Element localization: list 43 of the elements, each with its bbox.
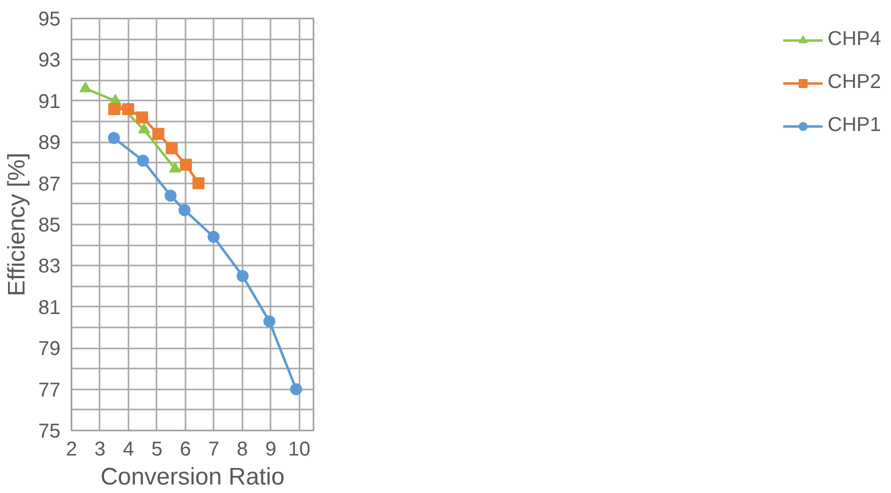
y-tick-label: 95	[38, 8, 61, 30]
point	[192, 177, 204, 190]
point	[152, 128, 164, 140]
x-axis-title: Conversion Ratio	[100, 464, 285, 490]
point	[290, 383, 302, 396]
y-tick-label: 89	[38, 132, 61, 154]
x-tick-label: 8	[236, 438, 248, 460]
x-tick-label: 3	[94, 438, 106, 460]
point	[178, 204, 191, 216]
point	[136, 111, 148, 124]
point	[136, 154, 149, 167]
point	[236, 270, 249, 282]
y-tick-label: 79	[38, 338, 61, 360]
x-tick-label: 6	[180, 438, 191, 460]
y-tick-label: 77	[38, 379, 61, 402]
legend-label: CHP1	[828, 114, 881, 137]
x-tick-label: 7	[208, 438, 220, 460]
y-tick-label: 83	[38, 256, 61, 278]
point	[122, 103, 134, 116]
point	[108, 132, 120, 144]
x-tick-label: 2	[66, 438, 78, 460]
point	[138, 122, 150, 134]
x-tick-label: 4	[122, 438, 134, 460]
y-tick-label: 81	[38, 296, 61, 319]
point	[166, 142, 178, 154]
y-tick-label: 91	[38, 90, 61, 113]
point	[208, 230, 220, 243]
point	[263, 315, 276, 328]
point	[108, 103, 120, 116]
y-tick-label: 87	[38, 173, 61, 196]
y-tick-label: 75	[38, 420, 61, 442]
y-tick-label: 93	[38, 50, 61, 72]
point	[169, 162, 182, 173]
point	[79, 82, 92, 92]
x-tick-label: 9	[265, 438, 276, 460]
point	[180, 158, 192, 171]
y-tick-label: 85	[38, 214, 61, 236]
point	[164, 190, 177, 202]
x-tick-label: 5	[151, 438, 162, 460]
legend-label: CHP2	[828, 71, 881, 94]
legend-label: CHP4	[828, 28, 881, 51]
y-axis-title: Efficiency [%]	[3, 152, 30, 296]
x-tick-label: 10	[288, 438, 310, 460]
